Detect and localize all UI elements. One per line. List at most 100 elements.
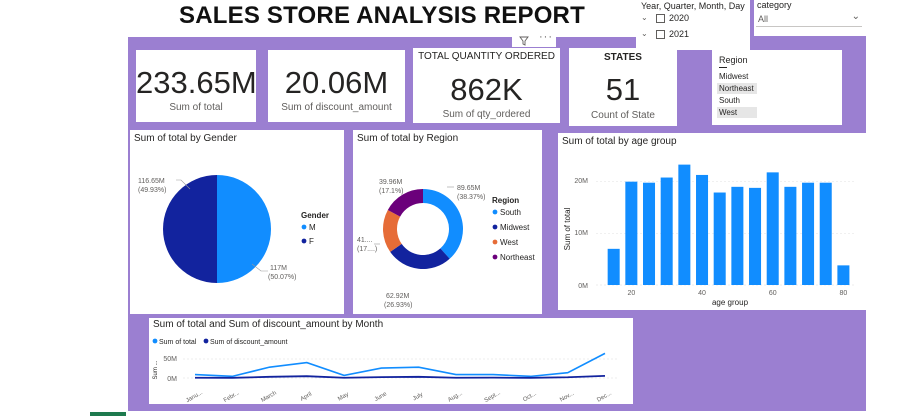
legend-label-midwest[interactable]: Midwest	[500, 223, 530, 232]
bottom-tab-indicator	[90, 412, 126, 416]
pie-slice-f[interactable]	[163, 175, 217, 283]
x-tick-label: 80	[839, 290, 847, 297]
card-label: Count of State	[591, 110, 655, 121]
legend-marker-west	[492, 239, 498, 245]
data-label: (26.93%)	[384, 302, 412, 309]
legend-label-west[interactable]: West	[500, 238, 519, 247]
x-axis-title: age group	[712, 298, 749, 307]
chevron-down-icon[interactable]: ⌄	[641, 13, 648, 22]
pie-slice-m[interactable]	[217, 175, 271, 283]
card-value: 233.65M	[136, 65, 257, 100]
bar-age-25[interactable]	[643, 182, 656, 285]
card-label: Sum of qty_ordered	[442, 109, 531, 120]
donut-slice-west[interactable]	[383, 209, 402, 252]
bar-age-40[interactable]	[696, 174, 709, 285]
bar-age-70[interactable]	[802, 182, 815, 285]
x-tick-label: 40	[698, 290, 706, 297]
card-value: 862K	[450, 72, 523, 107]
card-header: TOTAL QUANTITY ORDERED	[418, 51, 555, 62]
region-item-south[interactable]: South	[719, 96, 740, 105]
chart-title: Sum of total by age group	[562, 136, 677, 147]
bar-age-15[interactable]	[607, 248, 620, 285]
region-slicer: Region Midwest Northeast South West	[712, 50, 842, 125]
chart-title: Sum of total and Sum of discount_amount …	[153, 319, 384, 330]
year-label: 2021	[669, 29, 690, 39]
legend-marker-midwest	[492, 224, 498, 230]
bar-age-45[interactable]	[713, 192, 726, 285]
data-label: (17.1%)	[379, 188, 404, 195]
bar-age-20[interactable]	[625, 181, 638, 285]
region-item-northeast[interactable]: Northeast	[717, 83, 757, 94]
y-tick-label: 50M	[163, 356, 177, 363]
region-item-midwest[interactable]: Midwest	[719, 72, 749, 81]
bar-age-80[interactable]	[837, 265, 850, 285]
year-item-2020[interactable]: ⌄ 2020	[641, 13, 741, 25]
legend-label-south[interactable]: South	[500, 208, 521, 217]
region-slicer-underline	[719, 67, 727, 68]
x-tick-label: May	[337, 392, 350, 403]
x-tick-label: April	[300, 392, 313, 403]
x-tick-label: Dec...	[596, 390, 613, 403]
category-dropdown[interactable]: All ⌄	[756, 11, 862, 27]
card-label: Sum of total	[169, 102, 223, 113]
chart-title: Sum of total by Region	[357, 133, 459, 144]
chevron-down-icon[interactable]: ⌄	[851, 11, 860, 22]
bar-age-50[interactable]	[731, 186, 744, 285]
legend-marker-f	[301, 238, 307, 244]
legend-marker-discount	[203, 338, 209, 344]
legend-label-f[interactable]: F	[309, 237, 314, 246]
date-slicer-header: Year, Quarter, Month, Day	[641, 1, 745, 11]
legend-marker-south	[492, 209, 498, 215]
legend-title: Region	[492, 196, 519, 205]
bar-age-55[interactable]	[749, 187, 762, 285]
y-tick-label: 20M	[574, 178, 588, 185]
region-item-west[interactable]: West	[717, 107, 757, 118]
data-label: (49.93%)	[138, 187, 166, 194]
series-line-total[interactable]	[194, 352, 606, 378]
legend-marker-northeast	[492, 254, 498, 260]
card-label: Sum of discount_amount	[281, 102, 392, 113]
card-value: 20.06M	[284, 65, 389, 100]
bar-age-65[interactable]	[784, 186, 797, 285]
checkbox-2021[interactable]	[656, 30, 665, 39]
legend-marker-m	[301, 224, 307, 230]
checkbox-2020[interactable]	[656, 14, 665, 23]
leader-line	[251, 263, 268, 272]
bar-age-30[interactable]	[660, 177, 673, 285]
more-options-icon[interactable]: ···	[539, 31, 553, 43]
legend-label-total[interactable]: Sum of total	[159, 339, 197, 346]
bar-age-75[interactable]	[819, 182, 832, 285]
donut-slice-midwest[interactable]	[390, 243, 450, 269]
y-axis-title: Sum of total	[563, 207, 572, 250]
data-label: (38.37%)	[457, 194, 485, 201]
bar-age-60[interactable]	[766, 172, 779, 285]
year-item-2021[interactable]: ⌄ 2021	[641, 29, 741, 41]
donut-slice-northeast[interactable]	[387, 189, 423, 217]
x-tick-label: Aug...	[447, 390, 464, 403]
bar-age-35[interactable]	[678, 164, 691, 285]
x-tick-label: Sept...	[484, 390, 502, 404]
legend-label-discount[interactable]: Sum of discount_amount	[210, 339, 287, 346]
data-label: 62.92M	[386, 293, 410, 300]
card-sum-discount: 20.06M Sum of discount_amount	[268, 50, 405, 122]
age-chart[interactable]: Sum of total by age group 0M 10M 20M 20 …	[558, 133, 866, 310]
data-label: 117M	[270, 265, 287, 272]
category-slicer-header: category	[757, 0, 792, 10]
x-tick-label: July	[412, 392, 424, 403]
age-bar-chart: 0M 10M 20M 20 40 60 80 age group Sum of …	[563, 164, 854, 307]
data-label: 89.65M	[457, 185, 481, 192]
legend-label-northeast[interactable]: Northeast	[500, 253, 535, 262]
region-chart[interactable]: Sum of total by Region 39.96M (17.1%) 89…	[353, 130, 542, 314]
filter-icon[interactable]	[519, 36, 529, 46]
region-donut: 39.96M (17.1%) 89.65M (38.37%) 41.... (1…	[357, 179, 535, 309]
legend-label-m[interactable]: M	[309, 223, 316, 232]
y-axis-title: Sum ...	[153, 360, 159, 379]
date-slicer[interactable]: Year, Quarter, Month, Day ⌄ 2020 ⌄ 2021	[636, 0, 750, 50]
gender-chart[interactable]: Sum of total by Gender 116.65M (49.93%) …	[130, 130, 344, 314]
series-line-discount[interactable]	[194, 375, 606, 379]
legend-marker-total	[152, 338, 158, 344]
chart-title: Sum of total by Gender	[134, 133, 237, 144]
donut-slice-south[interactable]	[423, 189, 463, 259]
month-chart[interactable]: Sum of total and Sum of discount_amount …	[149, 318, 633, 404]
chevron-down-icon[interactable]: ⌄	[641, 29, 648, 38]
